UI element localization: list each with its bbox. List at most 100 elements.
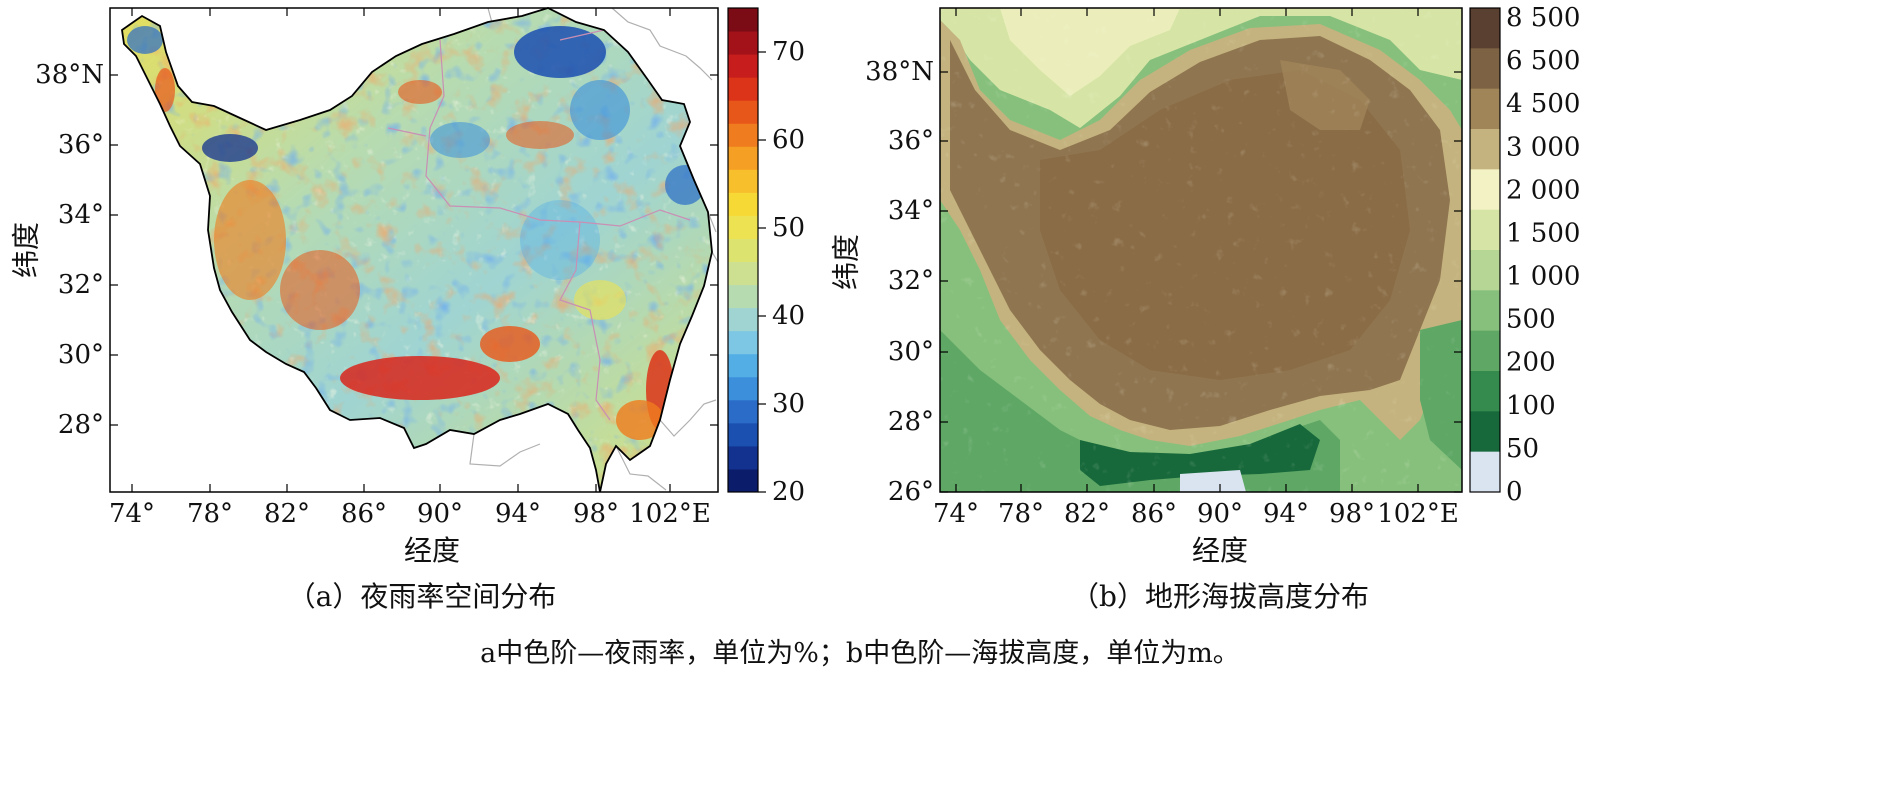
x-tick-label: 86° bbox=[1131, 499, 1177, 529]
colorbar-a-swatch bbox=[728, 307, 758, 332]
panel-a-tick-labels: 38°N 36° 34° 32° 30° 28° 74° 78° 82° 86° 90° 94° 98°… bbox=[35, 60, 711, 529]
x-tick-label: 82° bbox=[264, 499, 310, 529]
x-tick-label: 86° bbox=[341, 499, 387, 529]
panel-b-tick-labels: 38°N 36° 34° 32° 30° 28° 26°74° 78° 82° 86° 90° 94°… bbox=[865, 57, 1459, 529]
colorbar-b-swatch bbox=[1470, 250, 1500, 291]
x-tick-label: 94° bbox=[1263, 499, 1309, 529]
x-tick-label: 102°E bbox=[629, 499, 711, 529]
colorbar-b-label: 2 000 bbox=[1506, 175, 1580, 205]
colorbar-b-label: 0 bbox=[1506, 477, 1523, 507]
colorbar-a-swatch bbox=[728, 169, 758, 193]
x-tick-label: 78° bbox=[998, 499, 1044, 529]
colorbar-a-swatch bbox=[728, 422, 758, 447]
y-tick-label: 38°N bbox=[865, 57, 934, 87]
y-tick-label: 38°N bbox=[35, 60, 104, 90]
panel-b: 38°N 36° 34° 32° 30° 28° 26°74° 78° 82° 86° 90° 94°… bbox=[830, 3, 1581, 613]
x-tick-label: 90° bbox=[1197, 499, 1243, 529]
colorbar-a-swatch bbox=[728, 284, 758, 309]
colorbar-b-label: 1 500 bbox=[1506, 218, 1580, 248]
colorbar-b-swatch bbox=[1470, 330, 1500, 372]
y-tick-label: 34° bbox=[58, 200, 104, 230]
panel-a-x-axis-label: 经度 bbox=[404, 534, 460, 567]
colorbar-a-label: 60 bbox=[772, 125, 805, 155]
colorbar-a-label: 20 bbox=[772, 477, 805, 507]
colorbar-b-swatch bbox=[1470, 411, 1500, 453]
colorbar-b-label: 50 bbox=[1506, 434, 1539, 464]
colorbar-b-label: 500 bbox=[1506, 305, 1556, 335]
colorbar-b-swatch bbox=[1470, 451, 1500, 493]
night-rain-rate-field bbox=[122, 8, 712, 492]
y-tick-label: 30° bbox=[888, 337, 934, 367]
x-tick-label: 82° bbox=[1064, 499, 1110, 529]
panel-b-x-axis-label: 经度 bbox=[1192, 534, 1248, 567]
colorbar-b-label: 8 500 bbox=[1506, 3, 1580, 33]
colorbar-a-swatch bbox=[728, 445, 758, 470]
panel-a-y-axis-label: 纬度 bbox=[10, 222, 43, 278]
colorbar-a-label: 50 bbox=[772, 213, 805, 243]
y-tick-label: 34° bbox=[888, 196, 934, 226]
panel-b-y-axis-label: 纬度 bbox=[830, 234, 863, 290]
colorbar-b-swatch bbox=[1470, 169, 1500, 211]
colorbar-a-swatch bbox=[728, 54, 758, 78]
colorbar-a-swatch bbox=[728, 192, 758, 216]
colorbar-a-label: 30 bbox=[772, 389, 805, 419]
colorbar-a-swatch bbox=[728, 215, 758, 239]
y-tick-label: 26° bbox=[888, 477, 934, 507]
x-tick-label: 94° bbox=[495, 499, 541, 529]
colorbar-a-swatch bbox=[728, 468, 758, 493]
colorbar-b-swatch bbox=[1470, 88, 1500, 130]
colorbar-b-swatch bbox=[1470, 129, 1500, 170]
colorbar-b-swatch bbox=[1470, 290, 1500, 332]
colorbar-a-swatch bbox=[728, 376, 758, 401]
colorbar-a-swatch bbox=[728, 261, 758, 286]
panel-a-frame bbox=[109, 7, 719, 493]
panel-a-colorbar: 70 60 50 40 30 20 bbox=[727, 7, 805, 507]
colorbar-a-swatch bbox=[728, 31, 758, 55]
y-tick-label: 36° bbox=[888, 126, 934, 156]
colorbar-a-swatch bbox=[728, 238, 758, 263]
x-tick-label: 102°E bbox=[1377, 499, 1459, 529]
panel-a-caption: （a）夜雨率空间分布 bbox=[288, 580, 557, 613]
x-tick-label: 98° bbox=[1329, 499, 1375, 529]
colorbar-b-label: 3 000 bbox=[1506, 132, 1580, 162]
y-tick-label: 28° bbox=[58, 410, 104, 440]
colorbar-a-swatch bbox=[728, 123, 758, 147]
colorbar-a-swatch bbox=[728, 330, 758, 355]
panel-b-frame bbox=[939, 7, 1463, 493]
footnote: a中色阶—夜雨率，单位为%；b中色阶—海拔高度，单位为m。 bbox=[480, 638, 1240, 669]
x-tick-label: 74° bbox=[109, 499, 155, 529]
panel-b-caption: （b）地形海拔高度分布 bbox=[1071, 580, 1369, 613]
colorbar-a-swatch bbox=[728, 8, 758, 32]
colorbar-b-label: 1 000 bbox=[1506, 262, 1580, 292]
y-tick-label: 30° bbox=[58, 340, 104, 370]
colorbar-b-swatch bbox=[1470, 209, 1500, 251]
colorbar-a-label: 40 bbox=[772, 301, 805, 331]
panel-b-ticks bbox=[940, 8, 1462, 493]
colorbar-a-swatch bbox=[728, 100, 758, 124]
y-tick-label: 36° bbox=[58, 130, 104, 160]
panel-a-ticks bbox=[110, 8, 718, 492]
panel-a: 38°N 36° 34° 32° 30° 28° 74° 78° 82° 86° 90° 94° 98°… bbox=[10, 7, 805, 613]
x-tick-label: 74° bbox=[933, 499, 979, 529]
colorbar-a-swatch bbox=[728, 353, 758, 378]
y-tick-label: 32° bbox=[888, 266, 934, 296]
y-tick-label: 28° bbox=[888, 407, 934, 437]
colorbar-a-swatch bbox=[728, 399, 758, 424]
colorbar-b-swatch bbox=[1470, 8, 1500, 49]
colorbar-b-swatch bbox=[1470, 371, 1500, 412]
y-tick-label: 32° bbox=[58, 270, 104, 300]
colorbar-b-swatch bbox=[1470, 48, 1500, 90]
x-tick-label: 78° bbox=[187, 499, 233, 529]
colorbar-a-label: 70 bbox=[772, 37, 805, 67]
elevation-field bbox=[940, 8, 1462, 492]
x-tick-label: 98° bbox=[573, 499, 619, 529]
colorbar-b-label: 100 bbox=[1506, 391, 1556, 421]
x-tick-label: 90° bbox=[417, 499, 463, 529]
colorbar-b-label: 4 500 bbox=[1506, 89, 1580, 119]
colorbar-a-swatch bbox=[728, 77, 758, 101]
colorbar-b-label: 200 bbox=[1506, 348, 1556, 378]
colorbar-b-label: 6 500 bbox=[1506, 46, 1580, 76]
panel-a-province-borders bbox=[387, 29, 691, 421]
